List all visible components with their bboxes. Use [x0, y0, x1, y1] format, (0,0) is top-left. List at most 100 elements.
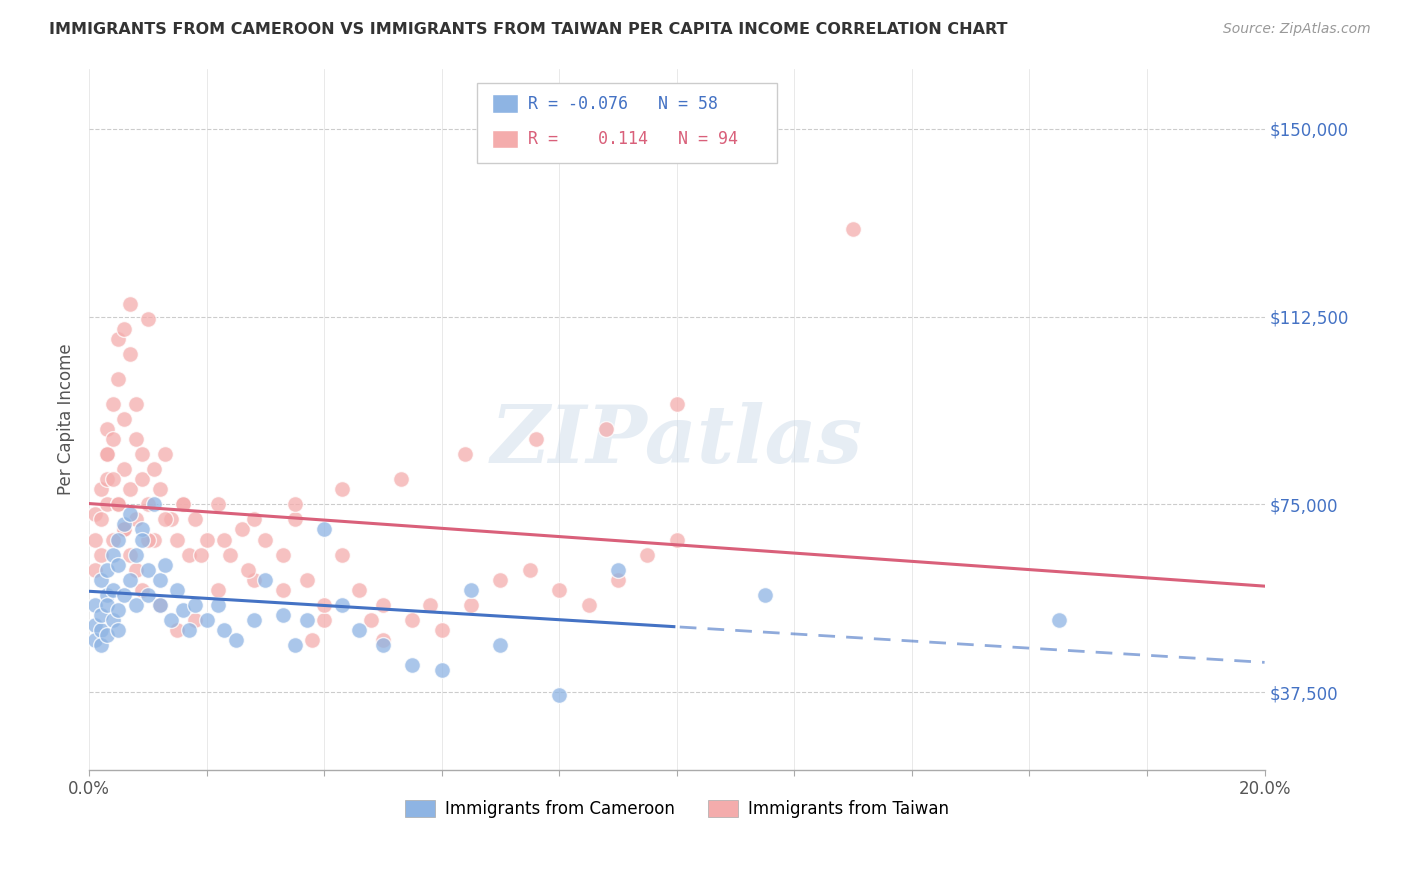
- Point: [131, 447, 153, 461]
- Y-axis label: Per Capita Income: Per Capita Income: [58, 343, 75, 495]
- Point: [271, 582, 294, 597]
- Point: [389, 472, 412, 486]
- Point: [136, 563, 159, 577]
- Point: [430, 623, 453, 637]
- Point: [271, 548, 294, 562]
- Point: [90, 512, 112, 526]
- Point: [136, 533, 159, 547]
- Point: [371, 632, 394, 647]
- Point: [125, 563, 148, 577]
- Text: Source: ZipAtlas.com: Source: ZipAtlas.com: [1223, 22, 1371, 37]
- Point: [195, 533, 218, 547]
- Point: [578, 598, 600, 612]
- Point: [1047, 613, 1070, 627]
- Point: [131, 533, 153, 547]
- Point: [107, 558, 129, 572]
- Point: [155, 512, 177, 526]
- Point: [107, 372, 129, 386]
- Point: [295, 613, 318, 627]
- Point: [190, 548, 212, 562]
- Point: [360, 613, 382, 627]
- Point: [112, 462, 135, 476]
- Text: IMMIGRANTS FROM CAMEROON VS IMMIGRANTS FROM TAIWAN PER CAPITA INCOME CORRELATION: IMMIGRANTS FROM CAMEROON VS IMMIGRANTS F…: [49, 22, 1008, 37]
- Point: [142, 533, 165, 547]
- Point: [489, 573, 512, 587]
- Point: [125, 598, 148, 612]
- Point: [160, 613, 183, 627]
- Point: [489, 638, 512, 652]
- Point: [96, 588, 118, 602]
- Point: [284, 512, 307, 526]
- Point: [595, 422, 617, 436]
- Point: [90, 607, 112, 622]
- Point: [454, 447, 477, 461]
- Point: [90, 483, 112, 497]
- Point: [120, 347, 142, 361]
- Point: [84, 632, 107, 647]
- Point: [84, 508, 107, 522]
- Point: [136, 498, 159, 512]
- Point: [349, 623, 371, 637]
- Point: [524, 432, 547, 446]
- Point: [184, 512, 207, 526]
- Point: [96, 563, 118, 577]
- Text: R = -0.076   N = 58: R = -0.076 N = 58: [527, 95, 717, 113]
- Point: [314, 613, 336, 627]
- Point: [84, 563, 107, 577]
- Point: [155, 558, 177, 572]
- Point: [90, 573, 112, 587]
- Point: [419, 598, 441, 612]
- Point: [207, 498, 229, 512]
- Point: [166, 533, 188, 547]
- Point: [101, 432, 124, 446]
- Point: [136, 312, 159, 326]
- Point: [607, 563, 630, 577]
- Point: [96, 422, 118, 436]
- Point: [149, 598, 172, 612]
- Point: [236, 563, 259, 577]
- Point: [301, 632, 323, 647]
- Point: [107, 332, 129, 346]
- Point: [207, 598, 229, 612]
- Point: [96, 447, 118, 461]
- Point: [460, 598, 482, 612]
- Point: [254, 533, 277, 547]
- Point: [107, 498, 129, 512]
- Point: [131, 523, 153, 537]
- Point: [107, 498, 129, 512]
- Text: ZIPatlas: ZIPatlas: [491, 401, 863, 479]
- Point: [142, 462, 165, 476]
- Point: [330, 598, 353, 612]
- Point: [155, 447, 177, 461]
- Point: [401, 613, 423, 627]
- Point: [330, 483, 353, 497]
- Point: [231, 523, 253, 537]
- Point: [160, 512, 183, 526]
- FancyBboxPatch shape: [477, 83, 776, 163]
- Point: [295, 573, 318, 587]
- Point: [665, 397, 688, 411]
- Point: [172, 498, 194, 512]
- Point: [842, 222, 865, 236]
- Point: [101, 548, 124, 562]
- Point: [101, 533, 124, 547]
- Point: [207, 582, 229, 597]
- Point: [284, 638, 307, 652]
- Point: [754, 588, 776, 602]
- Point: [349, 582, 371, 597]
- Point: [548, 582, 571, 597]
- Point: [314, 598, 336, 612]
- Point: [665, 533, 688, 547]
- Point: [371, 598, 394, 612]
- Point: [120, 548, 142, 562]
- Point: [254, 573, 277, 587]
- Point: [177, 548, 200, 562]
- Point: [96, 447, 118, 461]
- Point: [314, 523, 336, 537]
- Point: [125, 432, 148, 446]
- Point: [107, 533, 129, 547]
- Point: [184, 598, 207, 612]
- Point: [125, 548, 148, 562]
- Point: [101, 397, 124, 411]
- Point: [172, 498, 194, 512]
